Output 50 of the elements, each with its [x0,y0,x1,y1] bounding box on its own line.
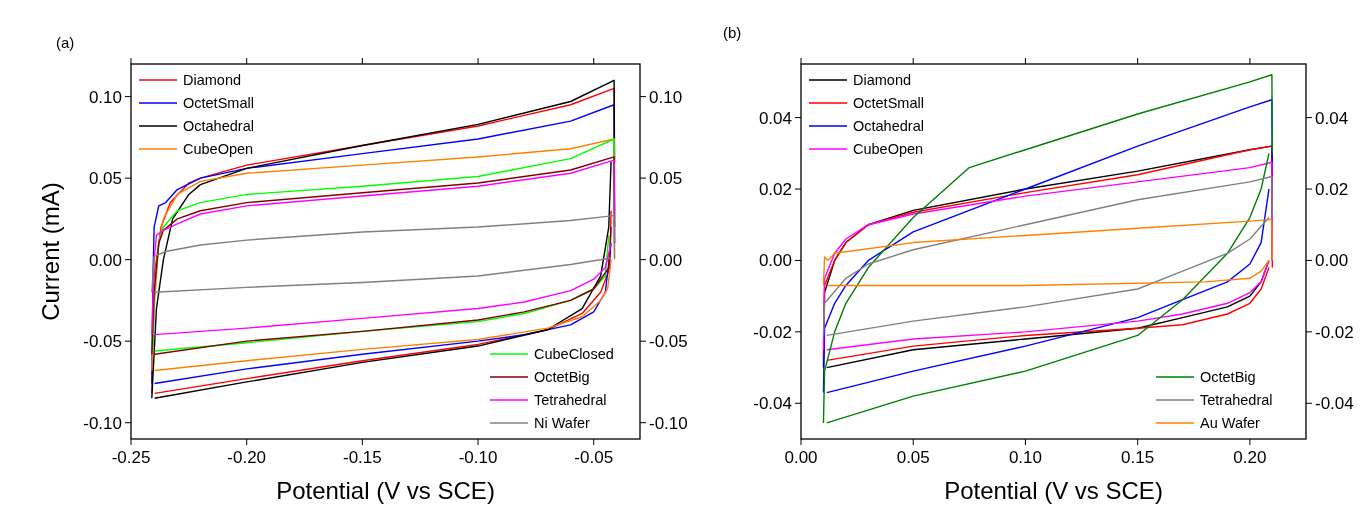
y2-tick-label: -0.04 [1315,394,1354,414]
x-tick-label: -0.25 [111,448,151,467]
legend-label: OctetBig [534,369,590,385]
chart-title: (a) [56,34,75,51]
y2-tick-label: 0.04 [1315,108,1349,128]
legend-label: OctetBig [1200,369,1256,385]
x-tick-label: 0.15 [1121,448,1155,467]
y-tick-label: 0.10 [88,87,122,107]
y2-tick-label: 0.00 [649,250,683,270]
x-axis-title: Potential (V vs SCE) [944,477,1163,504]
y-axis-title: Current (mA) [37,182,64,321]
x-tick-label: 0.20 [1233,448,1267,467]
legend-label: Tetrahedral [1200,392,1273,408]
legend-label: Diamond [853,72,912,88]
x-tick-label: -0.10 [458,448,498,467]
x-tick-label: 0.00 [784,448,818,467]
y-tick-label: 0.04 [758,108,792,128]
y2-tick-label: 0.02 [1315,180,1349,199]
y-tick-label: 0.02 [758,180,792,199]
y-tick-label: -0.02 [753,322,792,342]
legend-label: CubeClosed [534,346,614,362]
x-tick-label: 0.10 [1008,448,1042,467]
y2-tick-label: 0.00 [1315,251,1349,271]
legend-label: OctetSmall [853,95,924,111]
legend-label: Octahedral [183,118,254,134]
y-tick-label: -0.04 [753,394,792,414]
legend-label: CubeOpen [853,141,924,157]
x-axis-title: Potential (V vs SCE) [276,477,495,504]
y2-tick-label: 0.10 [649,87,683,107]
y-tick-label: 0.00 [88,250,122,270]
y2-tick-label: 0.05 [649,169,683,189]
x-tick-label: -0.05 [574,448,614,467]
x-tick-label: 0.05 [896,448,930,467]
y-tick-label: 0.00 [758,251,792,271]
legend-label: Octahedral [853,118,924,134]
y-tick-label: 0.05 [88,169,122,189]
legend-label: OctetSmall [183,95,254,111]
y-tick-label: -0.10 [83,413,122,433]
legend-label: CubeOpen [183,141,254,157]
legend-label: Diamond [183,72,242,88]
legend-label: Au Wafer [1200,415,1261,431]
x-tick-label: -0.15 [342,448,382,467]
y2-tick-label: -0.10 [649,413,688,433]
x-tick-label: -0.20 [227,448,267,467]
legend-label: Ni Wafer [534,415,591,431]
y-tick-label: -0.05 [83,332,122,352]
chart-title: (b) [723,24,742,41]
y2-tick-label: -0.02 [1315,322,1354,342]
y2-tick-label: -0.05 [649,332,688,352]
legend-label: Tetrahedral [534,392,607,408]
